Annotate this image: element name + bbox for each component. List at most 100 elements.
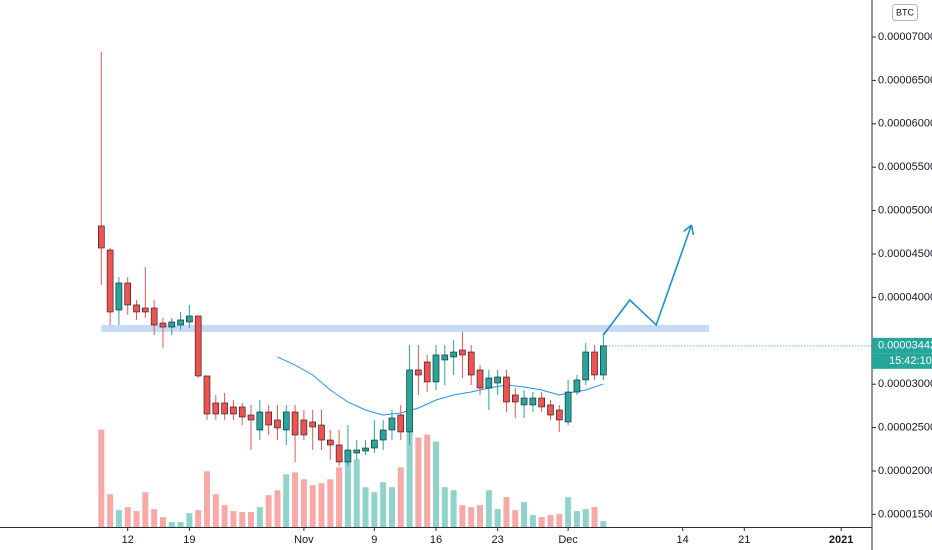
volume-bar — [494, 509, 501, 527]
candle-body — [115, 282, 123, 311]
candle-body — [335, 444, 343, 463]
candle-body — [212, 402, 220, 415]
volume-bar — [397, 467, 404, 527]
volume-bar — [388, 487, 395, 527]
candle-body — [186, 315, 193, 323]
volume-bar — [177, 522, 184, 527]
x-tick-label: 23 — [492, 534, 504, 546]
candle-body — [388, 417, 396, 431]
candle-body — [230, 406, 237, 415]
candle-body — [379, 429, 387, 441]
volume-bar — [424, 434, 431, 527]
volume-bar — [300, 479, 307, 527]
x-tick-label: 9 — [371, 534, 377, 546]
volume-bar — [239, 512, 246, 527]
volume-bar — [203, 471, 210, 527]
support-zone — [101, 325, 710, 332]
candle-body — [406, 369, 413, 433]
volume-bar — [353, 459, 360, 527]
candle-body — [503, 376, 510, 403]
x-tick-label: Dec — [558, 534, 578, 546]
candle-body — [344, 449, 352, 463]
currency-label: BTC — [896, 7, 915, 17]
candle-body — [133, 304, 140, 313]
candle-body — [221, 402, 228, 415]
volume-bar — [230, 511, 237, 527]
y-tick-label: 0.00005000 — [878, 204, 932, 216]
candle-body — [450, 351, 457, 358]
candle-body — [476, 369, 484, 389]
candle-body — [520, 397, 528, 406]
y-tick-label: 0.00001500 — [878, 508, 932, 520]
volume-bar — [309, 485, 316, 527]
volume-bar — [142, 492, 149, 527]
volume-bar — [433, 441, 439, 527]
y-tick-label: 0.00006500 — [878, 74, 932, 86]
volume-bar — [98, 429, 105, 527]
candle-body — [467, 351, 475, 376]
volume-bar — [450, 490, 457, 527]
volume-bar — [591, 507, 598, 527]
candle-body — [300, 419, 308, 436]
candle-body — [282, 411, 290, 431]
y-tick-label: 0.00002500 — [878, 422, 932, 434]
candle-body — [194, 315, 202, 377]
candle-body — [573, 379, 581, 393]
candle-body — [168, 321, 176, 328]
volume-bar — [344, 452, 351, 527]
volume-bar — [283, 474, 290, 527]
candle-body — [327, 439, 334, 446]
y-tick-label: 0.00004000 — [878, 291, 932, 303]
x-tick-label: 2021 — [829, 534, 853, 546]
currency-badge[interactable] — [892, 4, 918, 21]
candle-body — [159, 322, 167, 328]
candle-body — [582, 351, 590, 381]
candle-body — [274, 419, 281, 429]
y-tick-label: 0.00002000 — [878, 465, 932, 477]
moving-average — [277, 356, 604, 416]
candle-body — [362, 447, 369, 452]
volume-bar — [521, 502, 528, 527]
volume-bar — [415, 437, 422, 527]
volume-bar — [248, 512, 255, 527]
candle-body — [441, 354, 449, 361]
candle-body — [238, 406, 246, 418]
volume-bar — [327, 479, 334, 527]
candle-body — [203, 375, 211, 415]
volume-bar — [565, 497, 572, 527]
countdown-box — [872, 353, 932, 369]
candle-body — [124, 282, 132, 306]
volume-bar — [573, 511, 580, 527]
candle-body — [529, 397, 537, 406]
candle-body — [459, 349, 466, 356]
candle-body — [247, 414, 255, 421]
candle-body — [371, 439, 378, 449]
y-tick-label: 0.00003000 — [878, 378, 932, 390]
volume-bar — [556, 514, 563, 527]
candle-body — [353, 449, 361, 454]
x-tick-label: 21 — [738, 534, 750, 546]
candle-body — [600, 345, 607, 376]
volume-bar — [133, 511, 140, 527]
candle-body — [591, 351, 598, 376]
volume-bar — [186, 513, 193, 527]
candle-body — [432, 354, 440, 383]
last-price-label: 0.00003442 — [878, 340, 932, 352]
candle-body — [106, 249, 114, 313]
volume-bar — [212, 494, 219, 527]
candle-body — [291, 411, 299, 436]
candle-body — [309, 421, 316, 428]
candle-body — [318, 424, 325, 441]
x-tick-label: 12 — [122, 534, 134, 546]
volume-bar — [441, 487, 448, 527]
candle-body — [556, 409, 563, 421]
volume-bar — [538, 517, 545, 527]
candle-body — [423, 361, 431, 383]
volume-bar — [362, 487, 369, 527]
volume-bar — [477, 505, 484, 527]
volume-bar — [406, 397, 413, 527]
volume-bar — [547, 515, 554, 527]
x-tick-label: Nov — [294, 534, 314, 546]
